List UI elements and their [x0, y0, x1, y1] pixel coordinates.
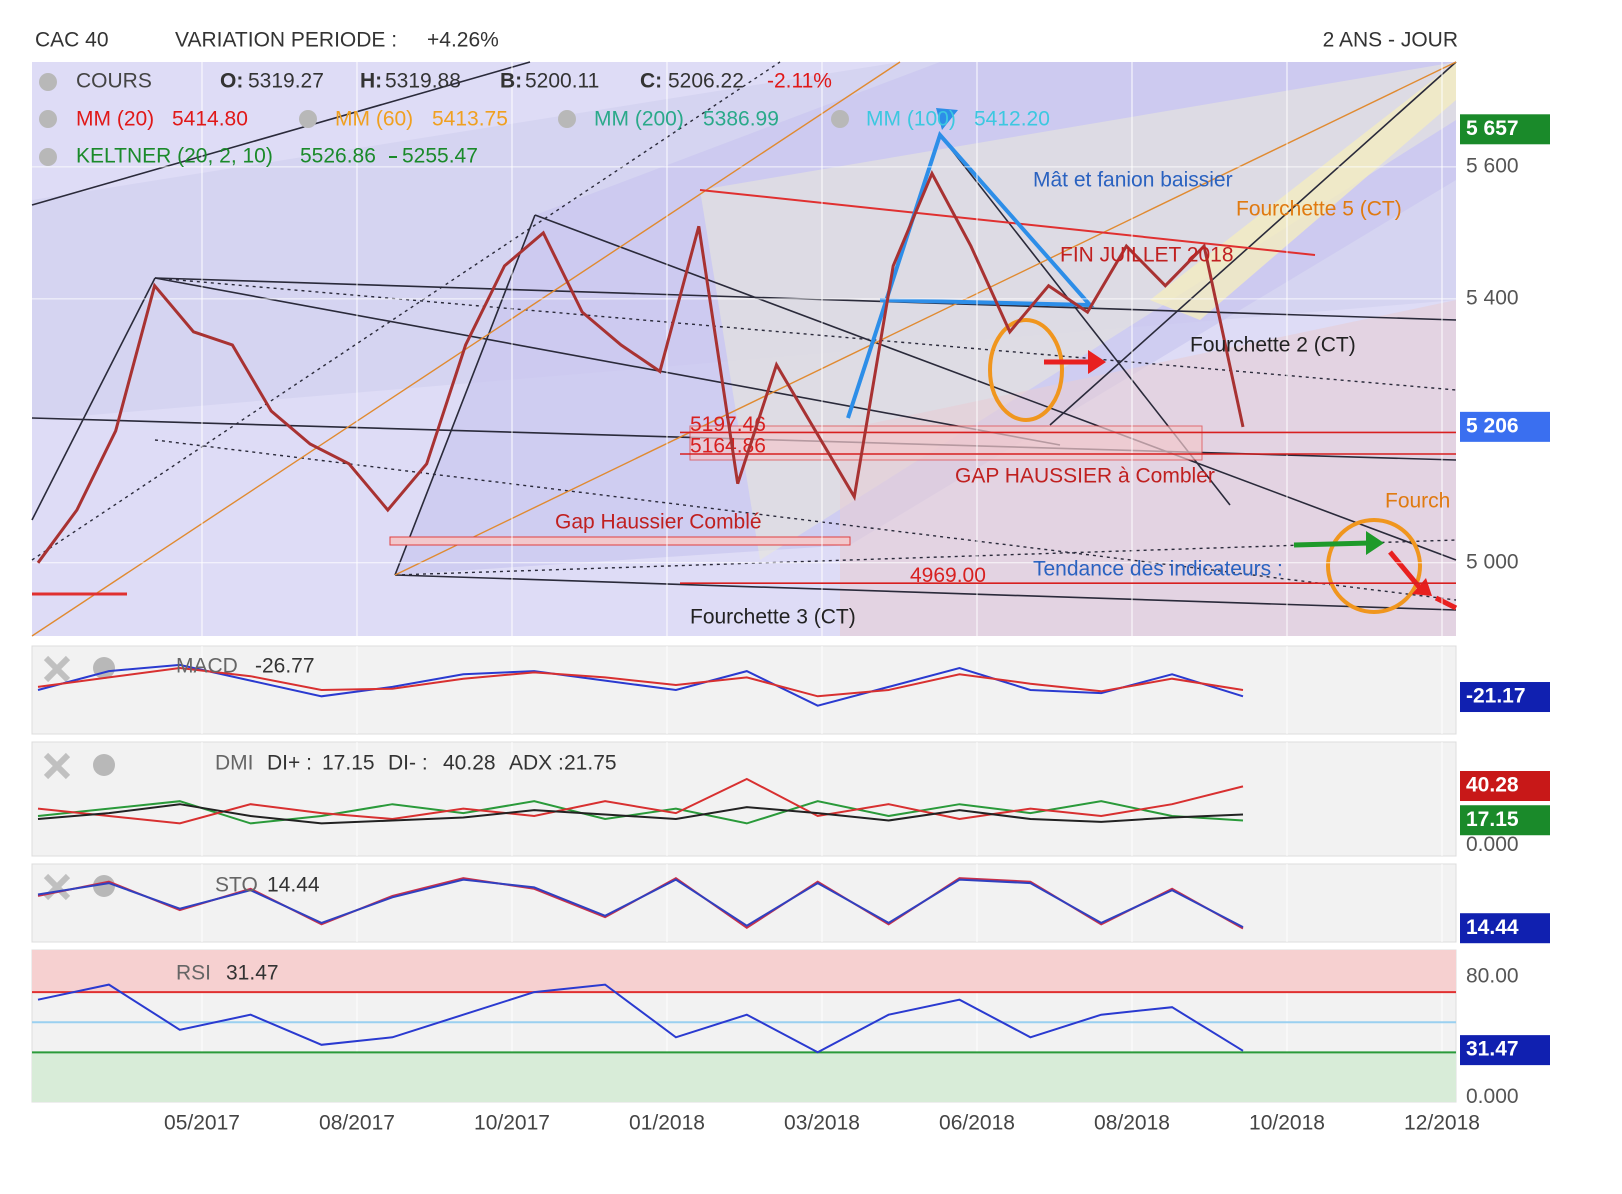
indicator-name: MACD — [176, 655, 238, 678]
indicator-value: -26.77 — [255, 655, 315, 678]
value-label: 40.28 — [1466, 774, 1519, 797]
series-line — [37, 983, 1244, 1054]
legend-series: COURS — [76, 70, 152, 93]
ma-value: 5412.20 — [974, 108, 1050, 131]
ohlc-value: 5200.11 — [525, 70, 599, 93]
ohlc-value: 5206.22 — [668, 70, 744, 93]
value-label-box — [1460, 1035, 1550, 1066]
keltner-lower: 5255.47 — [402, 145, 478, 168]
ohlc-value: 5319.27 — [248, 70, 324, 93]
indicator-value: 17.15 — [322, 752, 375, 775]
annotation: Fourchette 2 (CT) — [1190, 334, 1356, 357]
indicator-name: STO — [215, 874, 258, 897]
symbol: CAC 40 — [35, 29, 109, 52]
ma-name: MM (200) — [594, 108, 684, 131]
value-label: -21.17 — [1466, 685, 1526, 708]
annotation: Gap Haussier Comblé — [555, 511, 762, 534]
indicator-key: DI- : — [388, 752, 428, 775]
y-tick-label: 5 000 — [1466, 550, 1519, 573]
value-label-box — [1460, 913, 1550, 944]
period: 2 ANS - JOUR — [1323, 29, 1458, 52]
value-label: 14.44 — [1466, 916, 1519, 939]
value-label: 5 657 — [1466, 117, 1519, 140]
ma-name: MM (20) — [76, 108, 154, 131]
ohlc-key: O: — [220, 70, 243, 93]
x-tick-label: 08/2017 — [319, 1112, 395, 1135]
value-label-box — [1460, 682, 1550, 713]
variation: +4.26% — [427, 29, 499, 52]
value-label: 5 206 — [1466, 414, 1519, 437]
series-line — [37, 878, 1244, 928]
y-tick-label: 80.00 — [1466, 965, 1519, 988]
keltner-name: KELTNER (20, 2, 10) — [76, 145, 273, 168]
x-tick-label: 10/2018 — [1249, 1112, 1325, 1135]
overbought-zone — [32, 950, 1456, 993]
indicator-key: DI+ : — [267, 752, 312, 775]
series-line — [37, 800, 1244, 825]
x-tick-label: 08/2018 — [1094, 1112, 1170, 1135]
keltner-upper: 5526.86 — [300, 145, 376, 168]
annotation: GAP HAUSSIER à Combler — [955, 465, 1215, 488]
annotation: Mât et fanion baissier — [1033, 169, 1233, 192]
y-tick-label: 0.000 — [1466, 1085, 1519, 1108]
annotation: Fourchette 5 (CT) — [1236, 198, 1402, 221]
variation-label: VARIATION PERIODE : — [175, 29, 397, 52]
value-label: 17.15 — [1466, 808, 1519, 831]
indicator-value: 31.47 — [226, 962, 279, 985]
level-label: 4969.00 — [910, 564, 986, 587]
indicator-value: 14.44 — [267, 874, 320, 897]
x-tick-label: 01/2018 — [629, 1112, 705, 1135]
indicator-name: RSI — [176, 962, 211, 985]
ma-name: MM (60) — [335, 108, 413, 131]
x-tick-label: 03/2018 — [784, 1112, 860, 1135]
x-tick-label: 12/2018 — [1404, 1112, 1480, 1135]
indicator-value: 21.75 — [564, 752, 617, 775]
annotation: Fourch — [1385, 490, 1450, 513]
ma-value: 5386.99 — [703, 108, 779, 131]
y-tick-label: 0.000 — [1466, 833, 1519, 856]
y-tick-label: 5 400 — [1466, 286, 1519, 309]
series-line — [37, 666, 1244, 698]
ma-value: 5413.75 — [432, 108, 508, 131]
series-line — [37, 777, 1244, 825]
series-line — [37, 803, 1244, 825]
ohlc-key: H: — [360, 70, 382, 93]
ma-name: MM (100) — [866, 108, 956, 131]
oversold-zone — [32, 1052, 1456, 1102]
ohlc-value: 5319.88 — [385, 70, 461, 93]
x-tick-label: 05/2017 — [164, 1112, 240, 1135]
y-tick-label: 5 600 — [1466, 154, 1519, 177]
annotation: FIN JUILLET 2018 — [1060, 244, 1234, 267]
value-label-box — [1460, 411, 1550, 442]
x-tick-label: 06/2018 — [939, 1112, 1015, 1135]
series-line — [37, 663, 1244, 707]
ma-value: 5414.80 — [172, 108, 248, 131]
ohlc-key: C: — [640, 70, 662, 93]
value-label-box — [1460, 771, 1550, 802]
indicator-name: DMI — [215, 752, 254, 775]
indicator-value: 40.28 — [443, 752, 496, 775]
level-label: 5164.86 — [690, 435, 766, 458]
series-line — [36, 170, 1245, 564]
x-tick-label: 10/2017 — [474, 1112, 550, 1135]
annotation: Tendance des indicateurs : — [1033, 558, 1283, 581]
annotation: Fourchette 3 (CT) — [690, 606, 856, 629]
value-label-box — [1460, 114, 1550, 145]
value-label-box — [1460, 805, 1550, 836]
indicator-key: ADX : — [509, 752, 564, 775]
ohlc-key: B: — [500, 70, 522, 93]
value-label: 31.47 — [1466, 1038, 1519, 1061]
change: -2.11% — [767, 70, 832, 93]
